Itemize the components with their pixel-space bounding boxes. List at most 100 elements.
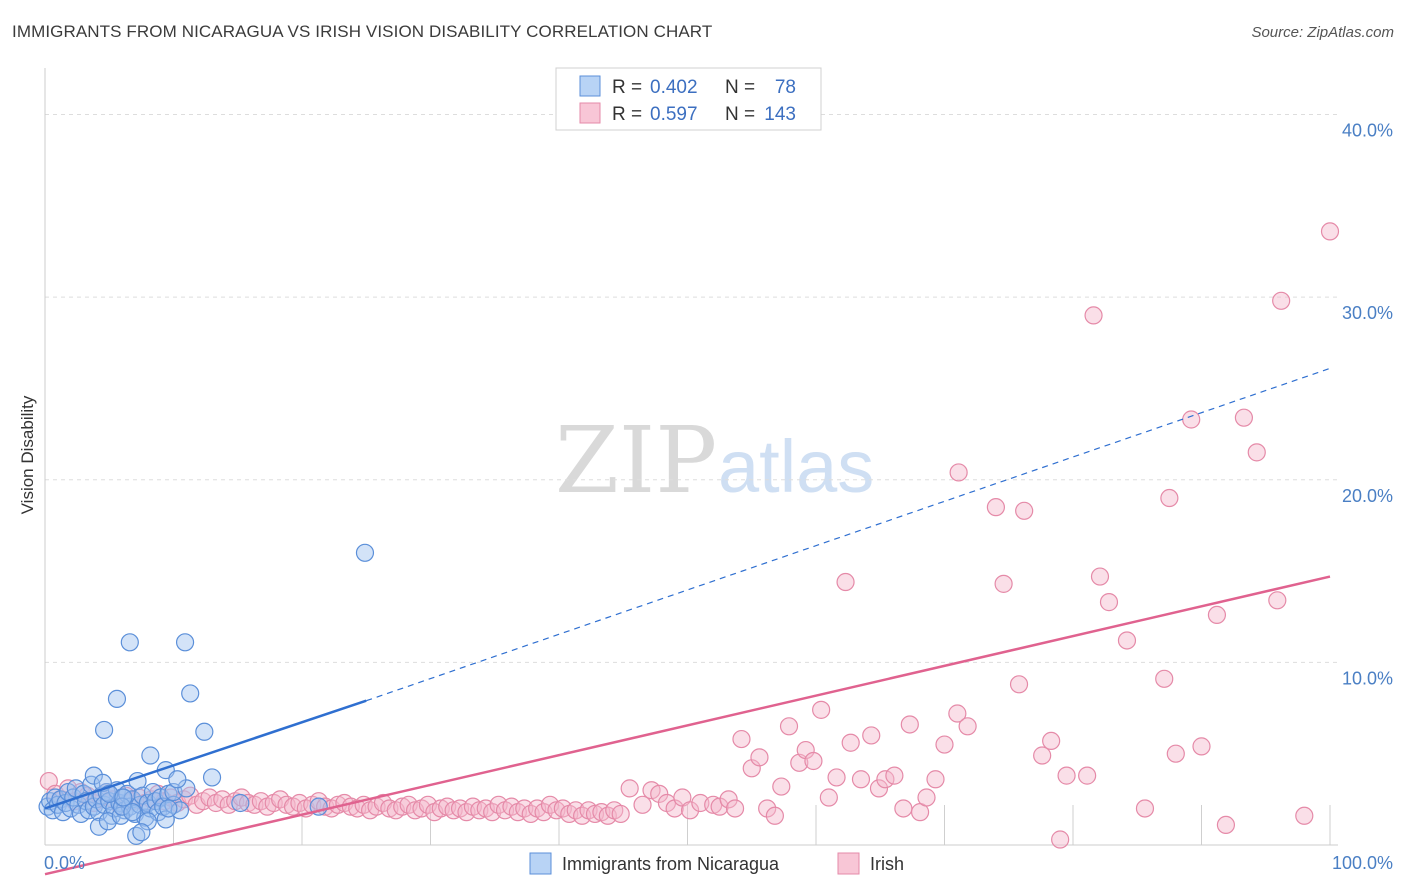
x-tick-label-min: 0.0%	[44, 853, 85, 873]
stats-r-value-1: 0.402	[650, 77, 698, 98]
watermark-atlas: atlas	[718, 425, 874, 508]
nicaragua-point-75	[202, 768, 222, 787]
irish-point-123	[885, 766, 904, 785]
y-axis-label: Vision Disability	[18, 395, 37, 514]
nicaragua-trend-extension	[366, 367, 1331, 702]
irish-point-131	[958, 717, 977, 736]
irish-point-125	[900, 715, 919, 734]
irish-point-153	[1216, 815, 1236, 835]
irish-point-110	[779, 717, 799, 736]
axes	[44, 68, 1338, 846]
nicaragua-point-73	[168, 770, 187, 789]
irish-point-149	[1166, 744, 1185, 763]
y-tick-label-1: 10.0%	[1342, 668, 1393, 688]
irish-points	[39, 222, 1340, 849]
irish-point-106	[750, 748, 769, 767]
irish-point-147	[1155, 669, 1174, 688]
nicaragua-point-70	[159, 799, 178, 818]
irish-point-120	[862, 726, 881, 745]
irish-point-102	[719, 790, 738, 809]
nicaragua-point-65	[141, 746, 160, 765]
irish-point-144	[1099, 593, 1119, 612]
irish-point-141	[1078, 766, 1097, 785]
irish-point-136	[1015, 501, 1034, 520]
irish-point-121	[869, 779, 889, 798]
irish-point-150	[1182, 410, 1201, 429]
stats-pink-swatch	[579, 102, 601, 124]
irish-point-91	[620, 779, 639, 798]
irish-point-151	[1192, 737, 1211, 756]
legend-label-irish: Irish	[870, 854, 904, 874]
nicaragua-point-74	[195, 722, 214, 741]
irish-point-159	[1320, 222, 1340, 241]
irish-point-135	[1009, 675, 1029, 694]
legend-label-nicaragua: Immigrants from Nicaragua	[562, 854, 780, 874]
irish-point-103	[725, 799, 745, 818]
irish-point-146	[1135, 799, 1155, 818]
irish-point-140	[1057, 766, 1076, 785]
legend-swatch-irish	[837, 852, 860, 875]
irish-point-142	[1084, 306, 1103, 325]
x-tick-label-max: 100.0%	[1332, 853, 1393, 873]
nicaragua-point-68	[175, 633, 195, 652]
irish-point-108	[765, 806, 784, 825]
nicaragua-point-62	[138, 812, 157, 831]
irish-point-113	[804, 751, 823, 771]
irish-point-124	[894, 799, 913, 818]
nicaragua-point-44	[148, 803, 168, 822]
irish-point-139	[1051, 830, 1070, 849]
nicaragua-point-54	[89, 817, 109, 836]
irish-point-117	[836, 572, 855, 592]
irish-point-156	[1268, 591, 1287, 610]
irish-point-130	[948, 704, 967, 723]
nicaragua-point-60	[114, 788, 133, 807]
stats-n-label-1: N =	[725, 77, 755, 98]
irish-point-155	[1247, 443, 1266, 462]
y-tick-labels: 10.0% 20.0% 30.0% 40.0%	[1342, 121, 1393, 689]
stats-r-label-1: R =	[612, 77, 642, 98]
nicaragua-point-52	[95, 720, 114, 740]
irish-point-128	[926, 770, 945, 789]
irish-point-152	[1207, 605, 1227, 625]
nicaragua-point-76	[231, 793, 250, 813]
y-tick-label-3: 30.0%	[1342, 303, 1393, 323]
irish-point-127	[917, 788, 936, 807]
irish-point-145	[1117, 631, 1137, 650]
chart-title: IMMIGRANTS FROM NICARAGUA VS IRISH VISIO…	[12, 22, 713, 41]
y-tick-label-4: 40.0%	[1342, 121, 1393, 141]
irish-point-115	[819, 788, 838, 807]
nicaragua-point-69	[181, 684, 200, 703]
nicaragua-trend-line	[44, 699, 367, 810]
irish-point-148	[1160, 488, 1179, 508]
nicaragua-point-63	[132, 823, 151, 842]
irish-point-157	[1272, 291, 1291, 310]
irish-point-122	[876, 770, 895, 789]
legend-swatch-nicaragua	[529, 852, 552, 875]
irish-point-137	[1033, 746, 1052, 765]
irish-point-133	[986, 498, 1006, 517]
legend: Immigrants from Nicaragua Irish	[529, 852, 904, 875]
irish-point-154	[1234, 408, 1254, 427]
nicaragua-point-78	[355, 543, 375, 562]
irish-point-104	[732, 729, 751, 749]
irish-point-143	[1090, 567, 1110, 586]
irish-point-107	[758, 799, 777, 818]
irish-point-98	[680, 801, 700, 820]
irish-point-158	[1295, 806, 1314, 825]
irish-point-109	[772, 777, 791, 796]
source-credit: Source: ZipAtlas.com	[1251, 24, 1394, 41]
nicaragua-point-50	[170, 801, 190, 820]
stats-r-value-2: 0.597	[650, 104, 698, 125]
irish-point-94	[650, 784, 669, 803]
y-tick-label-2: 20.0%	[1342, 486, 1393, 506]
nicaragua-point-47	[156, 810, 175, 829]
stats-n-label-2: N =	[725, 104, 755, 125]
nicaragua-point-67	[120, 633, 139, 652]
irish-point-119	[851, 770, 871, 789]
stats-n-value-1: 78	[775, 77, 796, 98]
irish-point-138	[1042, 731, 1061, 751]
nicaragua-point-64	[123, 803, 142, 822]
nicaragua-point-58	[111, 806, 130, 825]
irish-point-116	[827, 768, 846, 787]
